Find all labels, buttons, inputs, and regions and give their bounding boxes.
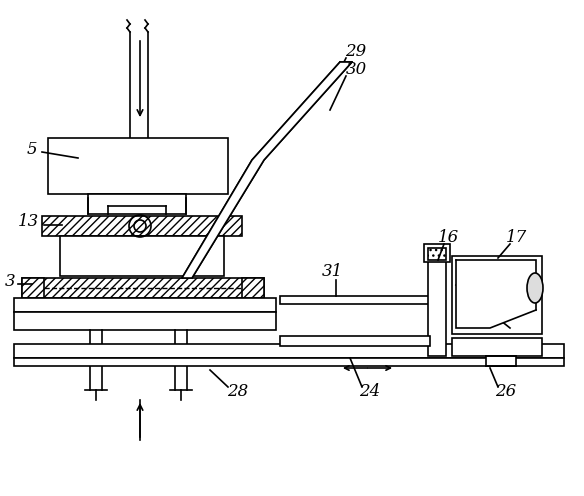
Bar [48,138,228,194]
Text: 28: 28 [227,383,249,400]
Ellipse shape [527,273,543,303]
Polygon shape [456,260,536,328]
Bar [280,296,430,304]
Text: 24: 24 [359,383,381,400]
Bar [14,358,564,366]
Bar [428,248,446,260]
Bar [280,336,430,346]
Text: 31: 31 [321,263,343,281]
Bar [22,278,44,298]
Text: 16: 16 [437,230,458,247]
Text: 13: 13 [18,213,39,231]
Bar [14,344,564,358]
Bar [424,244,450,262]
Text: 30: 30 [345,62,367,78]
Bar [14,312,276,330]
Bar [452,256,542,334]
Text: 3: 3 [5,272,15,290]
Bar [428,260,446,356]
Bar [452,338,542,356]
Bar [88,194,186,214]
Bar [14,298,276,312]
Bar [42,216,242,236]
Text: 17: 17 [505,230,527,247]
Polygon shape [182,62,352,278]
Bar [486,356,516,366]
Bar [22,278,264,298]
Bar [242,278,264,298]
Text: 29: 29 [345,44,367,61]
Text: 26: 26 [495,383,517,400]
Bar [60,236,224,276]
Text: 5: 5 [27,141,37,159]
